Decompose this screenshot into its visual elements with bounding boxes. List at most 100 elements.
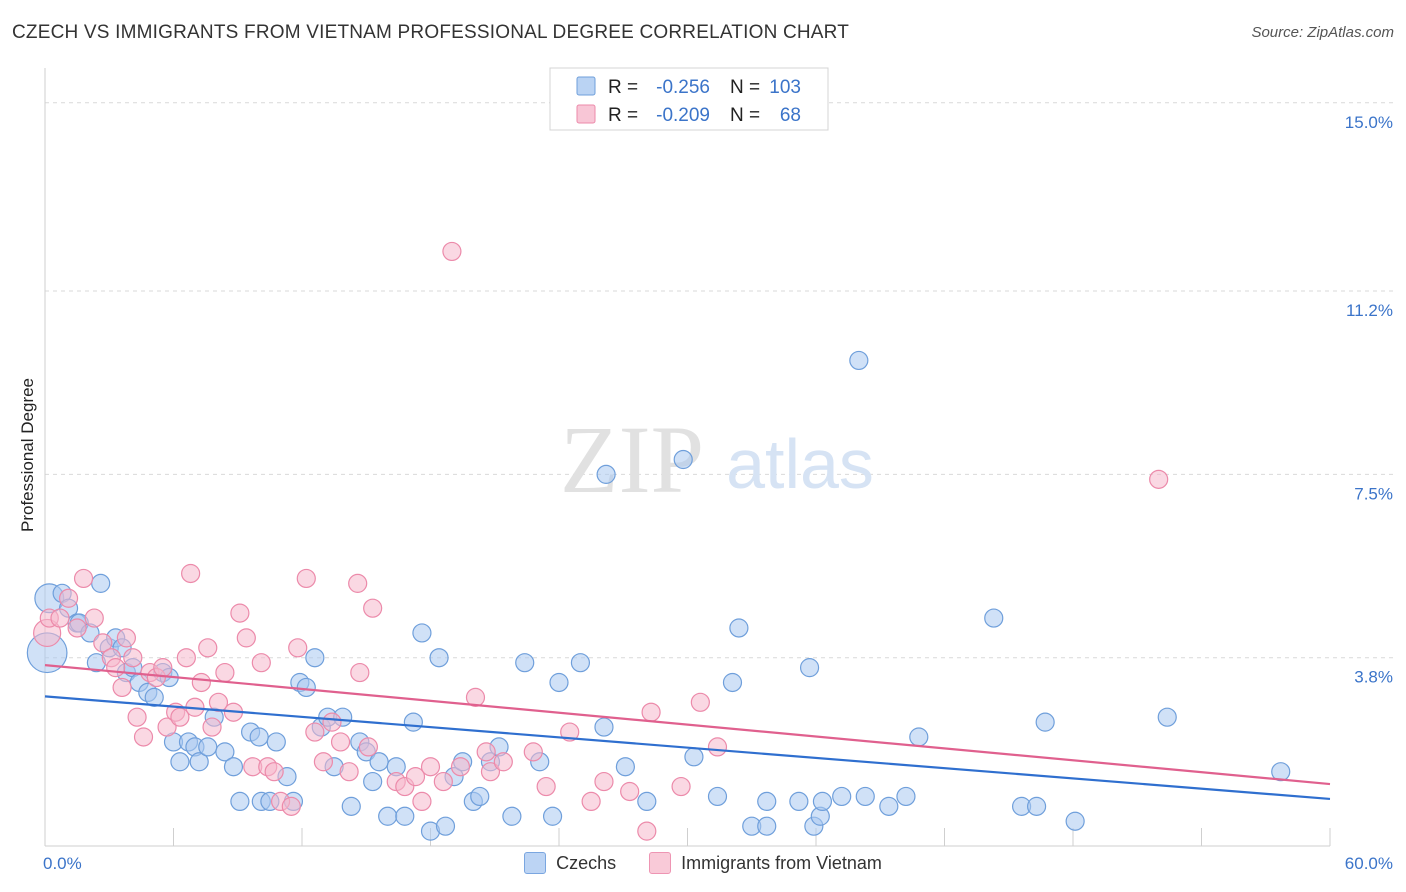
vietnam-point: [536, 776, 556, 797]
vietnam-point: [181, 563, 201, 584]
vietnam-point: [493, 752, 513, 772]
legend-swatch: [576, 76, 596, 96]
vietnam-point: [153, 658, 173, 678]
legend-n-value: 68: [780, 105, 801, 126]
legend-r-label: R =: [608, 77, 638, 98]
czechs-point: [435, 816, 456, 836]
czechs-point: [198, 737, 218, 757]
vietnam-point: [671, 776, 691, 797]
legend-r-label: R =: [608, 105, 638, 126]
vietnam-point: [202, 717, 222, 737]
vietnam-point: [594, 771, 614, 792]
czechs-point: [542, 806, 563, 826]
czechs-point: [91, 573, 111, 593]
czechs-point: [849, 350, 869, 371]
czechs-point: [189, 752, 209, 772]
czechs-point: [1026, 796, 1047, 816]
legend-swatch-vietnam: [649, 852, 672, 874]
vietnam-point: [322, 712, 342, 732]
czechs-point: [1035, 712, 1055, 732]
y-tick-label: 11.2%: [1346, 301, 1393, 320]
czechs-point: [1271, 762, 1291, 782]
vietnam-point: [296, 568, 316, 589]
vietnam-point: [420, 757, 441, 777]
czechs-point: [757, 816, 777, 836]
legend-swatch-czechs: [524, 852, 547, 874]
legend-item-vietnam[interactable]: Immigrants from Vietnam: [649, 852, 882, 874]
y-tick-label: 3.8%: [1354, 668, 1393, 687]
legend-n-label: N =: [730, 105, 760, 126]
vietnam-point: [50, 608, 70, 628]
vietnam-point: [84, 608, 104, 628]
czechs-point: [812, 791, 833, 812]
czechs-point: [570, 653, 591, 673]
czechs-point: [984, 608, 1004, 628]
vietnam-point: [67, 618, 87, 638]
czechs-point: [502, 806, 522, 826]
legend-box: [549, 67, 829, 131]
legend-n-value: 103: [769, 77, 801, 98]
vietnam-point: [620, 781, 640, 802]
legend-top: R = -0.256 N = 103 R = -0.209 N = 68: [549, 67, 829, 131]
vietnam-point: [305, 722, 325, 742]
vietnam-point: [358, 737, 378, 757]
vietnam-point: [157, 717, 177, 737]
czechs-point: [144, 687, 164, 707]
vietnam-point: [480, 762, 501, 782]
czechs-point: [170, 752, 190, 772]
watermark: ZIP atlas: [560, 406, 874, 513]
czechs-point: [230, 791, 250, 812]
legend-item-czechs[interactable]: Czechs: [524, 852, 616, 874]
axes: [44, 68, 1331, 847]
vietnam-point: [363, 598, 383, 618]
vietnam-trend-line: [44, 664, 1331, 786]
vietnam-point: [230, 603, 250, 623]
vietnam-point: [123, 648, 143, 668]
vietnam-point: [106, 658, 126, 678]
vietnam-point: [281, 796, 301, 816]
czechs-point: [378, 806, 398, 826]
legend-bottom: Czechs Immigrants from Vietnam: [0, 852, 1406, 879]
czechs-point: [879, 796, 899, 816]
czechs-point: [223, 757, 244, 777]
y-tick-label: 15.0%: [1345, 113, 1393, 132]
gridlines: [45, 102, 1395, 659]
vietnam-point: [116, 628, 136, 648]
vietnam-point: [236, 628, 256, 648]
czechs-trend-line: [44, 695, 1331, 801]
legend-n-label: N =: [730, 77, 760, 98]
legend-r-value: -0.209: [656, 105, 710, 126]
czechs-point: [341, 796, 361, 816]
vietnam-point: [465, 687, 486, 707]
czechs-point: [615, 757, 635, 777]
vietnam-point: [405, 767, 426, 787]
vietnam-point: [339, 762, 359, 782]
czechs-point: [266, 732, 286, 752]
vietnam-point: [288, 638, 308, 658]
vietnam-point: [560, 722, 580, 742]
czechs-point: [249, 727, 269, 747]
legend-r-value: -0.256: [656, 77, 710, 98]
czechs-point: [757, 791, 777, 812]
vietnam-point: [251, 653, 271, 673]
vietnam-point: [476, 742, 496, 762]
y-tick-label: 7.5%: [1354, 484, 1393, 503]
czechs-point: [684, 747, 704, 767]
vietnam-point: [637, 821, 657, 841]
czechs-point: [470, 786, 490, 807]
czechs-point: [594, 717, 614, 737]
czechs-point: [305, 648, 325, 668]
vietnam-point: [215, 662, 235, 683]
vietnam-point: [581, 791, 601, 812]
vietnam-point: [450, 757, 471, 777]
chart-title: CZECH VS IMMIGRANTS FROM VIETNAM PROFESS…: [12, 22, 850, 43]
vietnam-point: [313, 752, 334, 772]
vietnam-point: [1149, 469, 1169, 489]
vietnam-point: [433, 771, 453, 792]
vietnam-point: [707, 737, 728, 757]
legend-label-vietnam: Immigrants from Vietnam: [681, 852, 882, 873]
vietnam-point: [523, 742, 543, 762]
x-tick-label: 60.0%: [1345, 854, 1393, 873]
vietnam-point: [442, 241, 462, 262]
